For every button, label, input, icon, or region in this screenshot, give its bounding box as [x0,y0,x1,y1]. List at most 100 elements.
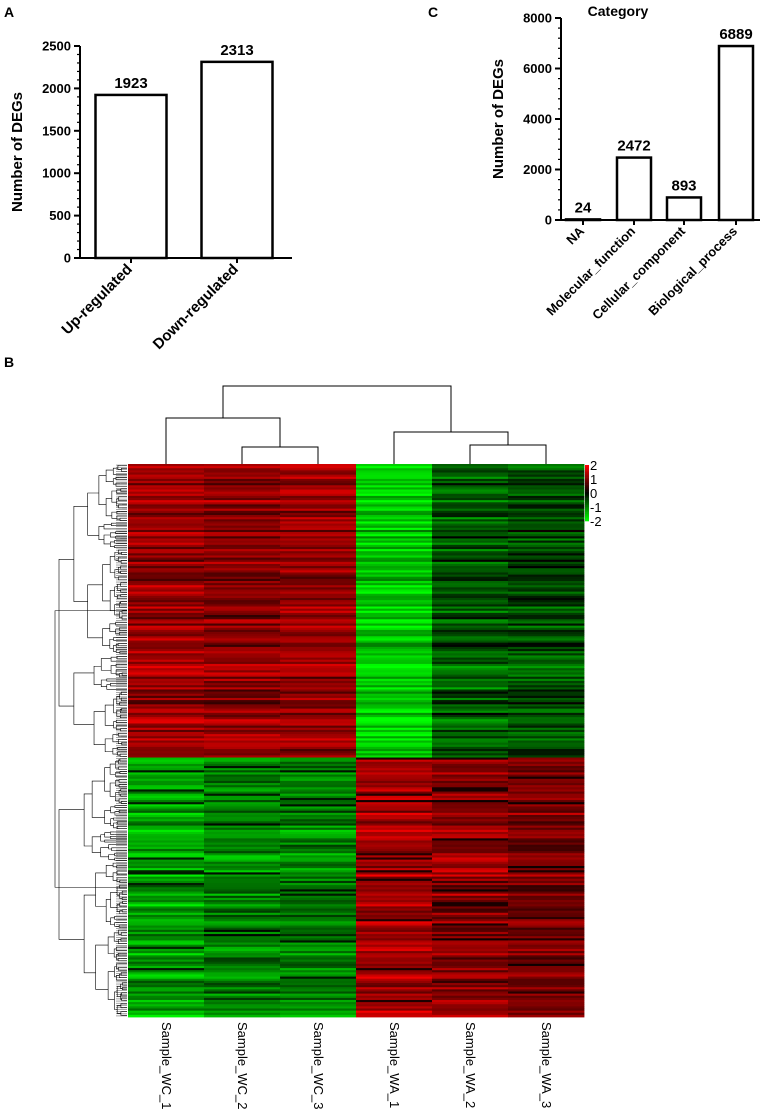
heatmap-cell [432,857,509,861]
heatmap-cell [356,1004,433,1007]
heatmap-cell [280,657,357,661]
heatmap-cell [508,508,585,512]
column-dendrogram [165,385,547,464]
heatmap-cell [432,936,509,939]
heatmap-cell [508,900,585,903]
heatmap-cell [204,789,281,792]
heatmap-cell [204,831,281,835]
heatmap-cell [204,487,281,490]
heatmap-cell [128,589,205,593]
dendrogram-link [83,894,96,974]
heatmap-cell [508,538,585,541]
heatmap-cell [128,502,205,505]
heatmap-cell [204,783,281,786]
heatmap-cell [508,555,585,558]
heatmap-cell [432,600,509,603]
heatmap-cell [508,808,585,812]
heatmap-cell [356,555,433,558]
heatmap-cell [432,821,509,824]
heatmap-cell [280,655,357,658]
heatmap-cell [204,980,281,984]
heatmap-cell [356,776,433,780]
heatmap-cell [128,997,205,1001]
heatmap-cell [432,487,509,490]
heatmap-column-label: Sample_WC_2 [235,1022,250,1109]
heatmap-cell [128,697,205,701]
heatmap-cell [128,929,205,933]
dendrogram-link [120,560,123,564]
heatmap-cell [204,623,281,627]
heatmap-cell [204,925,281,929]
heatmap-cell [508,621,585,624]
heatmap-cell [356,700,433,703]
heatmap-cell [280,525,357,529]
heatmap-cell [432,840,509,843]
heatmap-cell [508,751,585,754]
heatmap-cell [204,606,281,610]
heatmap-cell [280,591,357,595]
heatmap-cell [356,1006,433,1009]
heatmap-cell [204,865,281,869]
heatmap-cell [508,910,585,914]
heatmap-cell [508,515,585,518]
heatmap-cell [204,851,281,854]
heatmap-cell [128,957,205,960]
heatmap-cell [128,483,205,486]
heatmap-cell [128,568,205,571]
heatmap-cell [280,761,357,765]
heatmap-cell [128,655,205,658]
heatmap-cell [432,827,509,831]
heatmap-cell [508,865,585,869]
heatmap-cell [356,734,433,737]
heatmap-cell [280,636,357,639]
heatmap-cell [204,570,281,573]
heatmap-cell [280,889,357,892]
heatmap-cell [128,848,205,852]
heatmap-cell [432,923,509,926]
heatmap-cell [280,536,357,539]
heatmap-cell [356,668,433,671]
heatmap-cell [432,587,509,590]
heatmap-cell [432,676,509,680]
heatmap-cell [432,797,509,801]
heatmap-cell [204,502,281,505]
heatmap-cell [128,923,205,926]
heatmap-cell [280,857,357,861]
heatmap-cell [356,857,433,861]
heatmap-cell [432,512,509,516]
heatmap-cell [280,872,357,875]
heatmap-cell [432,749,509,752]
heatmap-cell [432,883,509,886]
heatmap-cell [280,557,357,561]
heatmap-cell [204,817,281,820]
dendrogram-link [116,886,120,896]
heatmap-cell [508,578,585,582]
heatmap-cell [128,546,205,550]
heatmap-cell [508,976,585,980]
heatmap-cell [432,863,509,867]
heatmap-cell [356,670,433,673]
heatmap-cell [432,627,509,631]
heatmap-cell [204,527,281,531]
heatmap-cell [508,876,585,880]
dendrogram-link [93,665,102,685]
heatmap-cell [128,595,205,599]
heatmap-cell [128,591,205,595]
heatmap-cell [204,589,281,593]
dendrogram-link [113,644,117,652]
heatmap-cell [128,576,205,580]
heatmap-cell [280,855,357,858]
heatmap-cell [508,959,585,963]
heatmap-cell [204,695,281,699]
legend-swatch [585,488,589,491]
heatmap-cell [204,989,281,992]
heatmap-cell [204,778,281,782]
heatmap-cell [356,636,433,639]
dendrogram-link [119,632,122,636]
heatmap-cell [204,674,281,678]
heatmap-cell [128,895,205,899]
heatmap-cell [508,491,585,495]
heatmap-cell [432,810,509,814]
heatmap-cell [432,478,509,482]
heatmap-cell [508,787,585,790]
